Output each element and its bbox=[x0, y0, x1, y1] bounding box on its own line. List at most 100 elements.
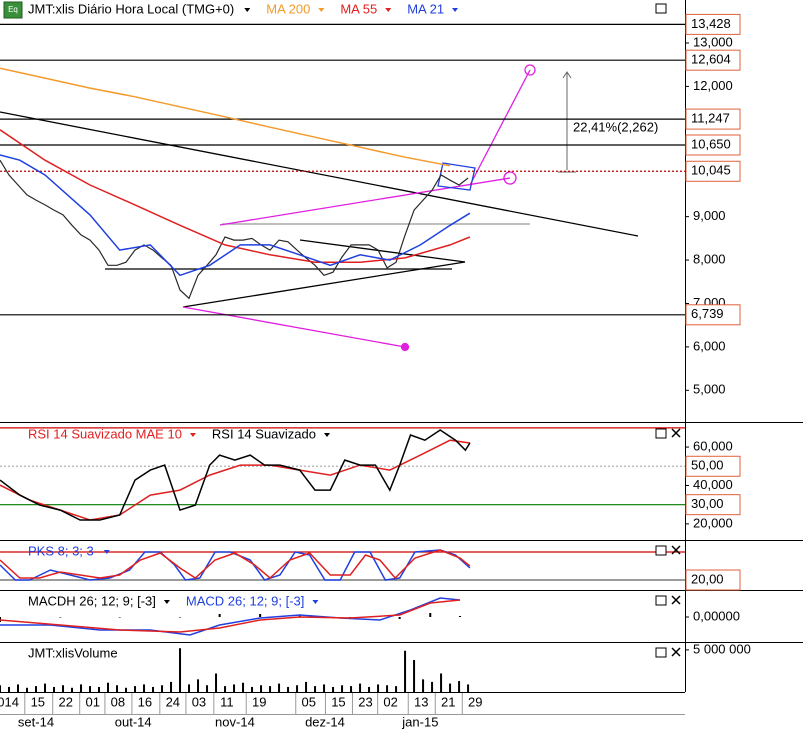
y-tick-label: 5,000 bbox=[693, 382, 726, 397]
volume-bar bbox=[44, 683, 47, 692]
channel-line bbox=[182, 306, 406, 348]
level-label: 20,00 bbox=[691, 571, 724, 586]
histogram-bar bbox=[298, 615, 301, 617]
legend-entry: MA 200 bbox=[266, 1, 310, 16]
volume-bar bbox=[251, 686, 254, 692]
level-label-box bbox=[685, 494, 741, 516]
panel-button bbox=[655, 647, 667, 658]
volume-bar bbox=[278, 683, 281, 692]
volume-bar bbox=[161, 685, 164, 692]
x-tick-label: 22 bbox=[58, 694, 72, 709]
volume-bar bbox=[467, 684, 470, 692]
frame bbox=[0, 0, 803, 715]
series-line bbox=[0, 129, 471, 263]
legend-entry: RSI 14 Suavizado MAE 10 bbox=[28, 426, 182, 441]
volume-bar bbox=[458, 681, 461, 692]
x-tick-label: 03 bbox=[192, 694, 206, 709]
panel-close bbox=[671, 595, 681, 605]
volume-bar bbox=[404, 650, 407, 692]
volume-bar bbox=[152, 686, 155, 692]
volume-bar bbox=[422, 679, 425, 692]
volume-bar bbox=[395, 686, 398, 692]
volume-bar bbox=[350, 686, 353, 692]
legend-entry: MA 21 bbox=[407, 1, 444, 16]
histogram-bar bbox=[259, 614, 262, 617]
histogram-bar bbox=[398, 617, 401, 619]
level-label-box bbox=[685, 134, 741, 156]
volume-bar bbox=[242, 682, 245, 692]
panel-button bbox=[655, 428, 667, 439]
x-tick-label: 15 bbox=[331, 694, 345, 709]
x-tick-label: 014 bbox=[0, 694, 19, 709]
anchor-point bbox=[524, 64, 536, 76]
volume-bar bbox=[287, 686, 290, 692]
volume-bar bbox=[134, 686, 137, 692]
volume-bar bbox=[179, 648, 182, 692]
volume-bar bbox=[80, 684, 83, 692]
panel-button bbox=[655, 595, 667, 606]
panel-title: PKS 8; 3; 3 bbox=[28, 543, 94, 558]
x-tick-label: 11 bbox=[220, 694, 234, 709]
x-tick-label: 21 bbox=[441, 694, 455, 709]
x-tick-label: 15 bbox=[31, 694, 45, 709]
y-tick-label: 5 000 000 bbox=[693, 641, 751, 656]
trend-line bbox=[0, 111, 639, 237]
series-line bbox=[0, 599, 461, 633]
dropdown-arrow bbox=[312, 600, 319, 604]
x-tick-label: 19 bbox=[252, 694, 266, 709]
level-label-box bbox=[685, 13, 741, 35]
volume-bar bbox=[233, 684, 236, 692]
x-tick-label: 05 bbox=[302, 694, 316, 709]
month-label: set-14 bbox=[18, 714, 54, 729]
level-label-box bbox=[685, 160, 741, 182]
volume-bar bbox=[440, 673, 443, 692]
dropdown-arrow bbox=[452, 8, 459, 12]
volume-bar bbox=[197, 679, 200, 692]
x-tick-label: 29 bbox=[468, 694, 482, 709]
y-tick-label: 9,000 bbox=[693, 208, 726, 223]
volume-bar bbox=[332, 686, 335, 692]
volume-bar bbox=[89, 686, 92, 692]
level-label-box bbox=[685, 569, 741, 591]
level-label-box bbox=[685, 304, 741, 326]
panel-button bbox=[655, 545, 667, 556]
x-tick-label: 08 bbox=[111, 694, 125, 709]
level-label: 10,045 bbox=[691, 163, 731, 178]
x-tick-label: 23 bbox=[358, 694, 372, 709]
volume-bar bbox=[170, 681, 173, 692]
projection-line bbox=[469, 69, 531, 186]
level-label-box bbox=[685, 49, 741, 71]
volume-bar bbox=[413, 660, 416, 692]
volume-bar bbox=[26, 687, 29, 692]
volume-bar bbox=[215, 673, 218, 692]
volume-bar bbox=[431, 681, 434, 692]
volume-bar bbox=[188, 684, 191, 692]
month-label: nov-14 bbox=[215, 714, 255, 729]
panel-button bbox=[655, 3, 667, 14]
dropdown-arrow bbox=[318, 8, 325, 12]
x-tick-label: 01 bbox=[85, 694, 99, 709]
x-tick-label: 24 bbox=[166, 694, 180, 709]
volume-bar bbox=[125, 687, 128, 692]
dropdown-arrow bbox=[324, 433, 330, 437]
histogram-bar bbox=[118, 617, 121, 618]
symbol-icon bbox=[3, 1, 23, 19]
x-tick-label: 02 bbox=[383, 694, 397, 709]
legend-entry: MACD 26; 12; 9; [-3] bbox=[186, 593, 305, 608]
dropdown-arrow bbox=[189, 433, 196, 437]
series-line bbox=[0, 159, 469, 300]
volume-bar bbox=[323, 684, 326, 692]
dropdown-arrow bbox=[163, 600, 170, 604]
anchor-point bbox=[400, 342, 410, 352]
level-label: 12,604 bbox=[691, 52, 731, 67]
y-tick-label: 0,00000 bbox=[693, 608, 740, 623]
volume-bar bbox=[116, 685, 119, 692]
volume-bar bbox=[98, 686, 101, 692]
volume-bar bbox=[305, 681, 308, 692]
histogram-bar bbox=[429, 613, 432, 617]
panel-close bbox=[671, 428, 681, 438]
series-line bbox=[0, 67, 451, 167]
volume-bar bbox=[62, 685, 65, 692]
volume-bar bbox=[224, 686, 227, 692]
